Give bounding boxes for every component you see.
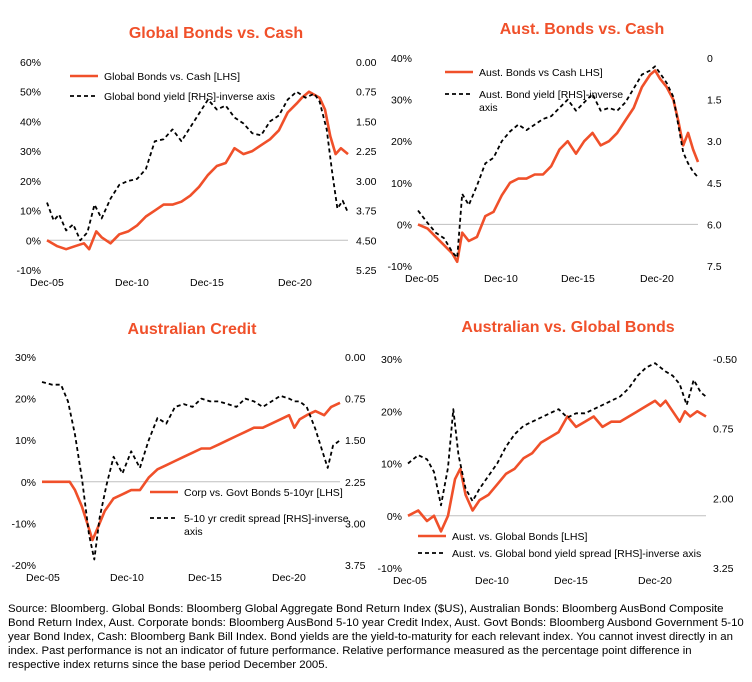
y-left-tick-label: 30%	[391, 95, 412, 107]
y-left-tick-label: -20%	[11, 560, 36, 572]
y-left-tick-label: 20%	[20, 176, 41, 188]
x-tick-label: Dec-15	[561, 273, 595, 285]
y-right-tick-label: 3.25	[713, 563, 734, 575]
x-tick-label: Dec-20	[638, 575, 672, 587]
y-left-tick-label: -10%	[16, 265, 41, 277]
y-right-tick-label: 4.5	[707, 178, 722, 190]
series-line-rhs	[46, 90, 349, 242]
y-left-tick-label: 40%	[20, 116, 41, 128]
series-line-lhs	[46, 90, 349, 251]
x-tick-label: Dec-10	[110, 572, 144, 584]
y-right-tick-label: 3.75	[345, 560, 366, 572]
x-tick-label: Dec-20	[278, 277, 312, 289]
source-note: Source: Bloomberg. Global Bonds: Bloombe…	[8, 603, 744, 671]
x-tick-label: Dec-15	[554, 575, 588, 587]
y-left-tick-label: 20%	[381, 406, 402, 418]
chart-title: Global Bonds vs. Cash	[129, 25, 303, 42]
legend-label: Aust. Bond yield [RHS]-inverse	[479, 89, 623, 101]
legend-label: Aust. vs. Global Bonds [LHS]	[452, 531, 587, 543]
legend: Global Bonds vs. Cash [LHS] Global bond y…	[70, 71, 275, 103]
y-right-tick-label: 0.00	[356, 57, 377, 69]
y-left-tick-label: 0%	[26, 235, 41, 247]
y-left-tick-label: 10%	[381, 459, 402, 471]
y-right-tick-label: 6.0	[707, 219, 722, 231]
y-left-tick-label: 50%	[20, 87, 41, 99]
chart-1: Global Bonds vs. Cash 60% 50% 40% 30% 20% 10% 0…	[16, 25, 376, 289]
y-right-tick-label: 1.5	[707, 95, 722, 107]
y-left-tick-label: 0%	[21, 477, 36, 489]
y-left-tick-label: -10%	[387, 261, 412, 273]
legend: Corp vs. Govt Bonds 5-10yr [LHS] 5-10 yr …	[150, 487, 349, 538]
series-line-lhs	[407, 399, 707, 533]
series-line-lhs	[417, 69, 700, 264]
y-left-tick-label: 10%	[20, 206, 41, 218]
y-right-tick-label: 5.25	[356, 265, 377, 277]
y-right-tick-label: 0.00	[345, 352, 366, 364]
chart-title: Australian vs. Global Bonds	[461, 319, 674, 336]
y-right-tick-label: 1.50	[356, 116, 377, 128]
legend-label: Corp vs. Govt Bonds 5-10yr [LHS]	[184, 487, 343, 499]
y-right-tick-label: 3.00	[356, 176, 377, 188]
charts-canvas: Global Bonds vs. Cash 60% 50% 40% 30% 20% 10% 0…	[11, 21, 737, 587]
chart-title: Australian Credit	[128, 321, 258, 338]
x-tick-label: Dec-15	[188, 572, 222, 584]
legend-label: Aust. vs. Global bond yield spread [RHS]…	[452, 548, 701, 560]
chart-title: Aust. Bonds vs. Cash	[500, 21, 664, 38]
y-left-tick-label: 20%	[391, 136, 412, 148]
y-right-tick-label: 3.00	[345, 518, 366, 530]
x-tick-label: Dec-20	[640, 273, 674, 285]
chart-4: Australian vs. Global Bonds 30% 20% 10% 0% -1…	[377, 319, 737, 587]
y-left-tick-label: 10%	[391, 178, 412, 190]
x-tick-label: Dec-05	[30, 277, 64, 289]
series-line-rhs	[41, 381, 341, 561]
x-tick-label: Dec-05	[405, 273, 439, 285]
y-right-tick-label: 4.50	[356, 235, 377, 247]
y-right-tick-label: -0.50	[713, 354, 737, 366]
y-left-tick-label: 0%	[397, 219, 412, 231]
y-right-tick-label: 3.75	[356, 206, 377, 218]
y-left-tick-label: 30%	[15, 352, 36, 364]
y-left-tick-label: 30%	[20, 146, 41, 158]
legend-label: Aust. Bonds vs Cash LHS]	[479, 67, 603, 79]
legend: Aust. vs. Global Bonds [LHS] Aust. vs. Gl…	[418, 531, 701, 560]
legend-label: axis	[479, 102, 498, 114]
y-left-tick-label: 0%	[387, 511, 402, 523]
x-tick-label: Dec-10	[115, 277, 149, 289]
legend-label: axis	[184, 526, 203, 538]
y-right-tick-label: 0.75	[345, 394, 366, 406]
x-tick-label: Dec-20	[272, 572, 306, 584]
chart-2: Aust. Bonds vs. Cash 40% 30% 20% 10% 0% -10% 0 1…	[387, 21, 721, 285]
x-tick-label: Dec-10	[475, 575, 509, 587]
x-tick-label: Dec-05	[393, 575, 427, 587]
y-left-tick-label: 40%	[391, 53, 412, 65]
legend-label: 5-10 yr credit spread [RHS]-inverse	[184, 513, 349, 525]
y-left-tick-label: 10%	[15, 435, 36, 447]
series-line-rhs	[407, 362, 707, 507]
y-right-tick-label: 2.25	[356, 146, 377, 158]
legend-label: Global Bonds vs. Cash [LHS]	[104, 71, 240, 83]
y-left-tick-label: -10%	[377, 563, 402, 575]
y-right-tick-label: 2.00	[713, 493, 734, 505]
y-right-tick-label: 2.25	[345, 477, 366, 489]
y-right-tick-label: 0.75	[356, 87, 377, 99]
legend: Aust. Bonds vs Cash LHS] Aust. Bond yield…	[445, 67, 623, 114]
series-line-rhs	[417, 65, 699, 259]
y-left-tick-label: 60%	[20, 57, 41, 69]
x-tick-label: Dec-10	[484, 273, 518, 285]
y-left-tick-label: 20%	[15, 394, 36, 406]
x-tick-label: Dec-15	[190, 277, 224, 289]
x-tick-label: Dec-05	[26, 572, 60, 584]
chart-3: Australian Credit 30% 20% 10% 0% -10% -20% 0.00…	[11, 321, 365, 584]
y-right-tick-label: 7.5	[707, 261, 722, 273]
y-right-tick-label: 0.75	[713, 424, 734, 436]
y-right-tick-label: 3.0	[707, 136, 722, 148]
y-left-tick-label: 30%	[381, 354, 402, 366]
legend-label: Global bond yield [RHS]-inverse axis	[104, 91, 275, 103]
y-right-tick-label: 0	[707, 53, 713, 65]
y-right-tick-label: 1.50	[345, 435, 366, 447]
y-left-tick-label: -10%	[11, 518, 36, 530]
